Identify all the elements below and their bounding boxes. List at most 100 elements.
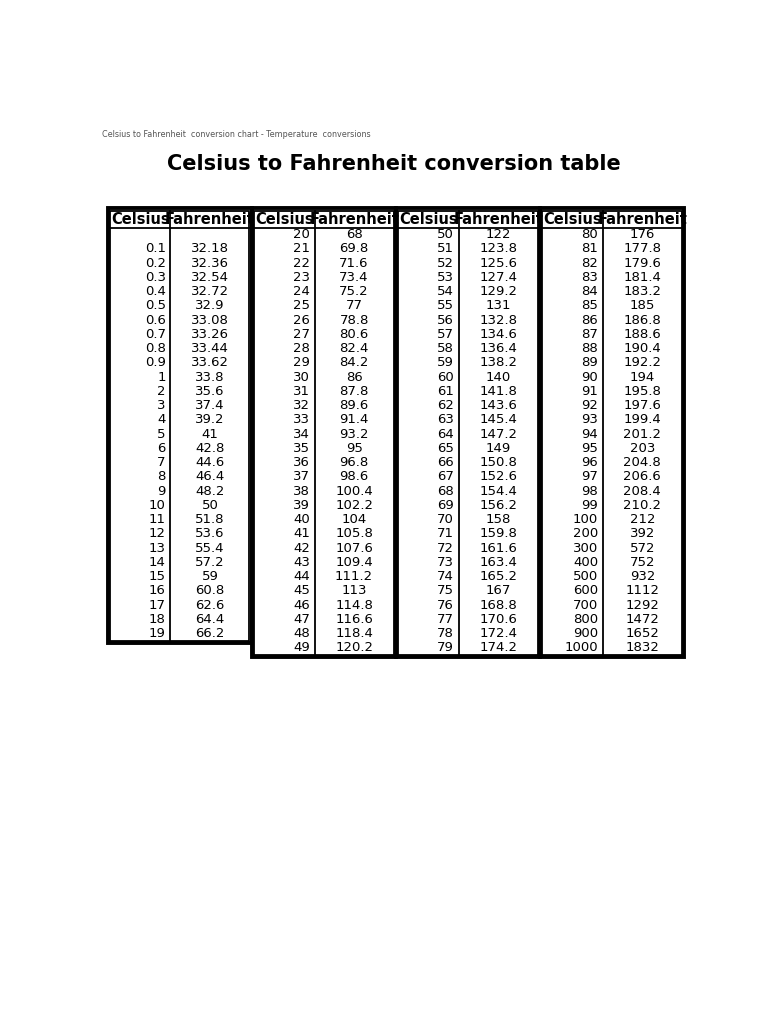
Text: 96: 96 bbox=[581, 456, 598, 469]
Text: 57: 57 bbox=[437, 328, 454, 341]
Text: Celsius: Celsius bbox=[543, 212, 602, 226]
Bar bbox=[252, 208, 396, 657]
Text: 0.3: 0.3 bbox=[144, 271, 166, 284]
Text: 42: 42 bbox=[293, 542, 310, 555]
Text: 700: 700 bbox=[573, 599, 598, 611]
Text: 118.4: 118.4 bbox=[335, 627, 373, 640]
Text: 174.2: 174.2 bbox=[479, 641, 517, 654]
Text: 132.8: 132.8 bbox=[479, 313, 517, 327]
Text: 91.4: 91.4 bbox=[339, 414, 369, 426]
Text: 16: 16 bbox=[149, 585, 166, 597]
Bar bbox=[110, 211, 250, 641]
Text: 98.6: 98.6 bbox=[339, 470, 369, 483]
Text: 99: 99 bbox=[581, 499, 598, 512]
Text: 24: 24 bbox=[293, 286, 310, 298]
Text: Celsius: Celsius bbox=[111, 212, 170, 226]
Text: 6: 6 bbox=[157, 442, 166, 455]
Text: 0.1: 0.1 bbox=[144, 243, 166, 255]
Text: 37: 37 bbox=[293, 470, 310, 483]
Text: 47: 47 bbox=[293, 612, 310, 626]
Text: 26: 26 bbox=[293, 313, 310, 327]
Text: 181.4: 181.4 bbox=[624, 271, 661, 284]
Text: 600: 600 bbox=[573, 585, 598, 597]
Text: 145.4: 145.4 bbox=[479, 414, 517, 426]
Text: 12: 12 bbox=[149, 527, 166, 541]
Text: 46: 46 bbox=[293, 599, 310, 611]
Text: 14: 14 bbox=[149, 556, 166, 569]
Text: 78: 78 bbox=[437, 627, 454, 640]
Text: 125.6: 125.6 bbox=[479, 257, 517, 269]
Text: 168.8: 168.8 bbox=[479, 599, 517, 611]
Text: Celsius: Celsius bbox=[399, 212, 458, 226]
Text: 87: 87 bbox=[581, 328, 598, 341]
Text: Fahrenheit: Fahrenheit bbox=[453, 212, 543, 226]
Bar bbox=[540, 208, 684, 657]
Text: Fahrenheit: Fahrenheit bbox=[310, 212, 399, 226]
Text: 932: 932 bbox=[630, 570, 655, 583]
Text: 13: 13 bbox=[149, 542, 166, 555]
Text: 33: 33 bbox=[293, 414, 310, 426]
Text: 199.4: 199.4 bbox=[624, 414, 661, 426]
Text: 33.8: 33.8 bbox=[195, 371, 225, 384]
Text: 107.6: 107.6 bbox=[335, 542, 373, 555]
Text: 90: 90 bbox=[581, 371, 598, 384]
Text: 66: 66 bbox=[437, 456, 454, 469]
Text: 93: 93 bbox=[581, 414, 598, 426]
Text: 59: 59 bbox=[201, 570, 218, 583]
Text: 51.8: 51.8 bbox=[195, 513, 225, 526]
Text: 76: 76 bbox=[437, 599, 454, 611]
Text: 3: 3 bbox=[157, 399, 166, 413]
Text: 62.6: 62.6 bbox=[195, 599, 224, 611]
Text: 82.4: 82.4 bbox=[339, 342, 369, 355]
Text: 20: 20 bbox=[293, 228, 310, 242]
Text: 64.4: 64.4 bbox=[195, 612, 224, 626]
Text: 89: 89 bbox=[581, 356, 598, 370]
Text: 89.6: 89.6 bbox=[339, 399, 369, 413]
Text: 48.2: 48.2 bbox=[195, 484, 224, 498]
Text: 85: 85 bbox=[581, 299, 598, 312]
Text: 0.4: 0.4 bbox=[145, 286, 166, 298]
Text: 127.4: 127.4 bbox=[479, 271, 517, 284]
Text: 32.36: 32.36 bbox=[191, 257, 229, 269]
Text: 204.8: 204.8 bbox=[624, 456, 661, 469]
Text: 10: 10 bbox=[149, 499, 166, 512]
Text: 42.8: 42.8 bbox=[195, 442, 224, 455]
Bar bbox=[399, 211, 538, 655]
Text: 186.8: 186.8 bbox=[624, 313, 661, 327]
Text: 71: 71 bbox=[437, 527, 454, 541]
Text: 86: 86 bbox=[581, 313, 598, 327]
Text: 129.2: 129.2 bbox=[479, 286, 517, 298]
Text: 21: 21 bbox=[293, 243, 310, 255]
Text: 197.6: 197.6 bbox=[624, 399, 661, 413]
Text: 37.4: 37.4 bbox=[195, 399, 225, 413]
Text: 38: 38 bbox=[293, 484, 310, 498]
Text: 392: 392 bbox=[630, 527, 655, 541]
Text: 55: 55 bbox=[437, 299, 454, 312]
Text: 4: 4 bbox=[157, 414, 166, 426]
Text: 95: 95 bbox=[581, 442, 598, 455]
Text: 87.8: 87.8 bbox=[339, 385, 369, 398]
Text: 88: 88 bbox=[581, 342, 598, 355]
Text: 92: 92 bbox=[581, 399, 598, 413]
Text: 179.6: 179.6 bbox=[624, 257, 661, 269]
Text: 60.8: 60.8 bbox=[195, 585, 224, 597]
Text: 30: 30 bbox=[293, 371, 310, 384]
Text: 163.4: 163.4 bbox=[479, 556, 517, 569]
Text: 5: 5 bbox=[157, 428, 166, 440]
Text: 25: 25 bbox=[293, 299, 310, 312]
Text: 69: 69 bbox=[437, 499, 454, 512]
Text: 78.8: 78.8 bbox=[339, 313, 369, 327]
Text: 100: 100 bbox=[573, 513, 598, 526]
Text: 50: 50 bbox=[437, 228, 454, 242]
Text: 86: 86 bbox=[346, 371, 362, 384]
Text: 91: 91 bbox=[581, 385, 598, 398]
Text: Celsius to Fahrenheit conversion table: Celsius to Fahrenheit conversion table bbox=[167, 155, 621, 174]
Text: Fahrenheit: Fahrenheit bbox=[165, 212, 255, 226]
Text: 61: 61 bbox=[437, 385, 454, 398]
Text: 81: 81 bbox=[581, 243, 598, 255]
Text: 77: 77 bbox=[346, 299, 362, 312]
Text: 120.2: 120.2 bbox=[335, 641, 373, 654]
Text: Fahrenheit: Fahrenheit bbox=[598, 212, 687, 226]
Text: 116.6: 116.6 bbox=[335, 612, 373, 626]
Text: 212: 212 bbox=[630, 513, 655, 526]
